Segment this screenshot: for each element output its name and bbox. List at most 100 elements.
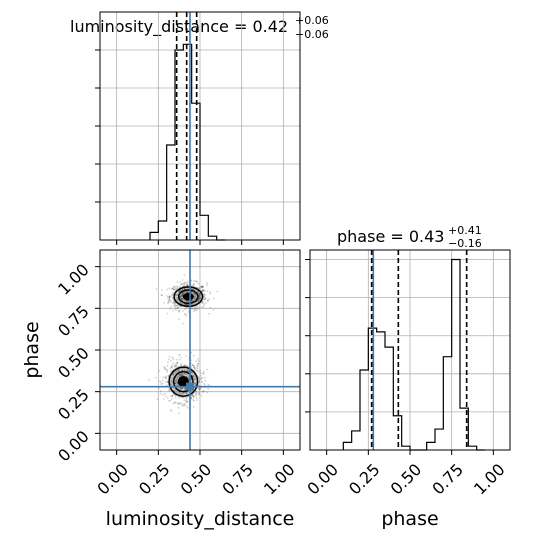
phase-xtick-label-4: 1.00: [470, 460, 509, 499]
sample-point: [198, 387, 201, 390]
sample-point: [193, 310, 195, 313]
sample-point: [178, 387, 180, 390]
sample-point: [194, 382, 197, 385]
sample-point: [172, 288, 175, 291]
sample-point: [178, 387, 181, 390]
sample-point: [178, 373, 180, 376]
sample-point: [160, 383, 163, 385]
sample-point: [193, 366, 195, 369]
sample-point: [202, 372, 205, 375]
sample-point: [173, 364, 176, 367]
sample-point: [198, 379, 201, 381]
sample-point: [180, 387, 183, 390]
sample-point: [169, 308, 172, 310]
sample-point: [212, 309, 215, 311]
sample-point: [168, 287, 171, 290]
sample-point: [181, 372, 183, 375]
sample-point: [171, 287, 174, 290]
sample-point: [174, 389, 177, 392]
sample-point: [183, 313, 186, 316]
sample-point: [212, 297, 215, 300]
sample-point: [191, 364, 194, 366]
sample-point: [168, 355, 171, 358]
sample-point: [208, 312, 210, 315]
sample-point: [184, 388, 187, 390]
sample-point: [183, 399, 186, 402]
sample-point: [181, 298, 184, 301]
sample-point: [172, 358, 175, 361]
sample-point: [186, 373, 189, 376]
sample-point: [178, 290, 181, 293]
sample-point: [203, 296, 205, 298]
sample-point: [178, 373, 181, 376]
sample-point: [191, 307, 194, 310]
sample-point: [194, 377, 197, 380]
sample-point: [183, 403, 185, 405]
sample-point: [196, 369, 199, 372]
sample-point: [179, 295, 182, 298]
sample-point: [203, 293, 206, 296]
sample-point: [177, 406, 180, 409]
sample-point: [196, 300, 199, 303]
sample-point: [198, 295, 201, 297]
sample-point: [181, 374, 183, 377]
sample-point: [200, 376, 203, 379]
sample-point: [193, 375, 196, 378]
sample-point: [203, 304, 206, 307]
sample-point: [181, 302, 183, 305]
sample-point: [181, 393, 184, 396]
sample-point: [180, 402, 183, 405]
sample-point: [194, 392, 197, 395]
sample-point: [173, 288, 176, 291]
sample-point: [185, 281, 188, 284]
sample-point: [190, 299, 193, 302]
sample-point: [172, 362, 175, 364]
sample-point: [197, 291, 200, 294]
sample-point: [166, 295, 168, 297]
sample-point: [173, 303, 176, 306]
sample-point: [192, 308, 195, 310]
sample-point: [180, 297, 183, 299]
sample-point: [170, 398, 173, 401]
sample-point: [193, 293, 196, 296]
sample-point: [175, 363, 177, 366]
sample-point: [184, 388, 187, 391]
sample-point: [199, 369, 202, 372]
sample-point: [171, 293, 174, 296]
joint-ytick-label-1: 0.25: [54, 385, 93, 424]
sample-point: [178, 374, 181, 377]
sample-point: [178, 290, 181, 293]
sample-point: [185, 369, 188, 372]
title-phase-sup: +0.41: [448, 224, 482, 237]
sample-point: [179, 280, 182, 283]
sample-point: [183, 281, 186, 284]
sample-point: [178, 305, 181, 308]
sample-point: [185, 391, 188, 394]
sample-point: [186, 280, 189, 283]
title-phase: phase = 0.43 +0.41 −0.16: [337, 224, 482, 250]
sample-point: [181, 373, 184, 376]
sample-point: [194, 280, 197, 283]
sample-point: [166, 381, 169, 384]
sample-point: [185, 354, 187, 357]
sample-point: [164, 381, 167, 384]
sample-point: [174, 285, 177, 288]
sample-point: [184, 369, 187, 372]
sample-point: [172, 299, 175, 302]
sample-point: [180, 282, 183, 285]
sample-point: [198, 292, 201, 295]
sample-point: [175, 297, 178, 300]
sample-point: [192, 405, 195, 408]
sample-point: [183, 372, 186, 375]
sample-point: [183, 404, 186, 407]
sample-point: [199, 297, 202, 300]
sample-point: [168, 399, 171, 402]
sample-point: [197, 362, 200, 365]
sample-point: [168, 298, 171, 300]
joint-xtick-label-2: 0.50: [177, 460, 216, 499]
sample-point: [192, 283, 195, 286]
sample-point: [181, 292, 184, 295]
sample-point: [172, 302, 175, 305]
sample-point: [171, 395, 174, 398]
sample-point: [179, 373, 182, 376]
